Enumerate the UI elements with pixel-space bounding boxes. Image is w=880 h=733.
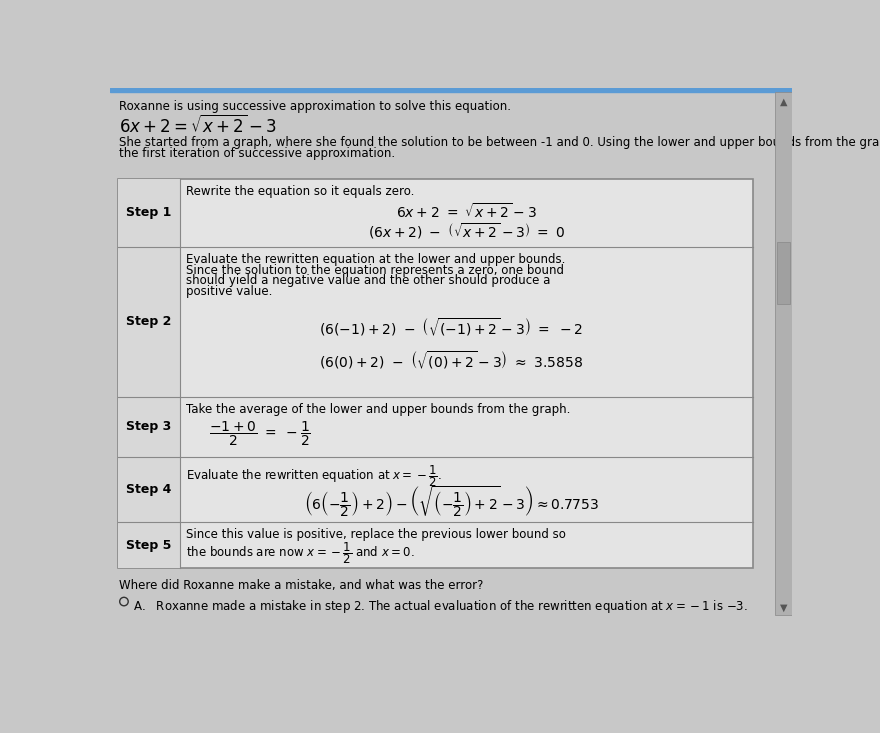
Text: Evaluate the rewritten equation at $x = -\dfrac{1}{2}$.: Evaluate the rewritten equation at $x = … bbox=[186, 463, 442, 489]
Bar bbox=[110, 88, 792, 92]
Text: Step 2: Step 2 bbox=[126, 315, 172, 328]
Text: Step 4: Step 4 bbox=[126, 483, 172, 496]
Bar bbox=[118, 246, 180, 397]
Bar bbox=[118, 397, 180, 457]
Text: $(6x + 2) \ - \ \left(\sqrt{x + 2} - 3\right) \ = \ 0$: $(6x + 2) \ - \ \left(\sqrt{x + 2} - 3\r… bbox=[368, 221, 565, 241]
Text: $(6(0) + 2) \ - \ \left(\sqrt{(0) + 2} - 3\right) \ \approx \ 3.5858$: $(6(0) + 2) \ - \ \left(\sqrt{(0) + 2} -… bbox=[319, 350, 583, 371]
Bar bbox=[775, 92, 792, 616]
Text: $\left(6\left(-\dfrac{1}{2}\right) + 2\right) - \left(\sqrt{\left(-\dfrac{1}{2}\: $\left(6\left(-\dfrac{1}{2}\right) + 2\r… bbox=[304, 484, 598, 519]
Bar bbox=[118, 522, 180, 568]
Text: Since this value is positive, replace the previous lower bound so: Since this value is positive, replace th… bbox=[186, 528, 566, 542]
Bar bbox=[118, 179, 180, 246]
Bar bbox=[118, 457, 180, 522]
Text: Step 5: Step 5 bbox=[126, 539, 172, 552]
Text: $(6(-1) + 2) \ - \ \left(\sqrt{(-1) + 2} - 3\right) \ = \ -2$: $(6(-1) + 2) \ - \ \left(\sqrt{(-1) + 2}… bbox=[319, 317, 583, 338]
Text: ▲: ▲ bbox=[780, 97, 788, 107]
Text: Step 1: Step 1 bbox=[126, 206, 172, 219]
Text: $6x + 2 \ = \ \sqrt{x + 2} - 3$: $6x + 2 \ = \ \sqrt{x + 2} - 3$ bbox=[396, 202, 537, 221]
Bar bbox=[776, 242, 790, 303]
Text: Step 3: Step 3 bbox=[126, 420, 172, 433]
Text: Take the average of the lower and upper bounds from the graph.: Take the average of the lower and upper … bbox=[186, 403, 570, 416]
Text: $6x + 2 = \sqrt{x + 2} - 3$: $6x + 2 = \sqrt{x + 2} - 3$ bbox=[120, 115, 277, 137]
Text: Rewrite the equation so it equals zero.: Rewrite the equation so it equals zero. bbox=[186, 185, 414, 198]
Text: ▼: ▼ bbox=[780, 603, 788, 613]
Text: the first iteration of successive approximation.: the first iteration of successive approx… bbox=[120, 147, 395, 161]
Text: the bounds are now $x = -\dfrac{1}{2}$ and $x = 0$.: the bounds are now $x = -\dfrac{1}{2}$ a… bbox=[186, 541, 414, 567]
Text: positive value.: positive value. bbox=[186, 285, 272, 298]
Text: She started from a graph, where she found the solution to be between -1 and 0. U: She started from a graph, where she foun… bbox=[120, 136, 880, 149]
Bar bbox=[118, 179, 753, 568]
Text: A.   Roxanne made a mistake in step 2. The actual evaluation of the rewritten eq: A. Roxanne made a mistake in step 2. The… bbox=[133, 597, 748, 615]
Text: Since the solution to the equation represents a zero, one bound: Since the solution to the equation repre… bbox=[186, 264, 564, 276]
Text: $\dfrac{-1+0}{2} \ = \ -\dfrac{1}{2}$: $\dfrac{-1+0}{2} \ = \ -\dfrac{1}{2}$ bbox=[209, 419, 312, 448]
Text: Where did Roxanne make a mistake, and what was the error?: Where did Roxanne make a mistake, and wh… bbox=[120, 579, 484, 592]
Text: Roxanne is using successive approximation to solve this equation.: Roxanne is using successive approximatio… bbox=[120, 100, 511, 114]
Text: Evaluate the rewritten equation at the lower and upper bounds.: Evaluate the rewritten equation at the l… bbox=[186, 253, 565, 266]
Text: should yield a negative value and the other should produce a: should yield a negative value and the ot… bbox=[186, 274, 550, 287]
